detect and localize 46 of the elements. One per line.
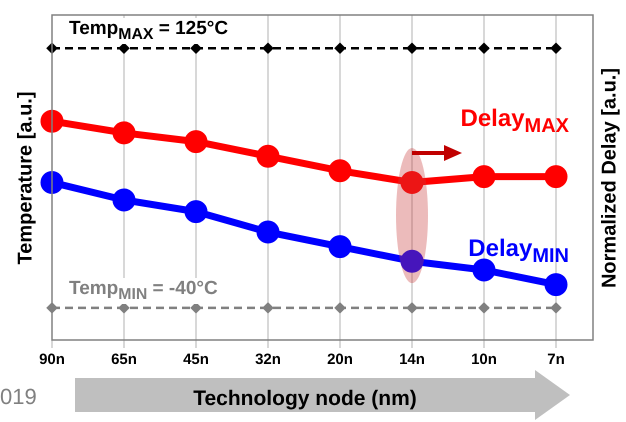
point	[112, 188, 136, 212]
point	[400, 250, 424, 273]
x-tick-label: 10n	[471, 351, 497, 368]
point	[256, 144, 280, 168]
point	[334, 302, 346, 314]
x-tick-label: 45n	[183, 351, 209, 368]
point	[40, 110, 64, 133]
x-tick-label: 7n	[547, 351, 565, 368]
series-label: Delay$_{MIN}$	[467, 234, 570, 268]
series-label: Temp$_{MAX}$ = 125°C	[67, 18, 230, 44]
x-tick-label: 20n	[327, 351, 353, 368]
point	[40, 170, 64, 194]
point	[184, 130, 208, 154]
y-axis-title: Temperature [a.u.]	[14, 91, 38, 264]
point	[256, 220, 280, 244]
point	[478, 43, 490, 54]
x-axis-title: Technology node (nm)	[192, 387, 418, 411]
point	[478, 302, 490, 314]
series-label: Delay$_{MAX}$	[460, 104, 570, 138]
point	[262, 43, 274, 54]
point	[550, 43, 562, 54]
x-tick-label: 65n	[111, 351, 137, 368]
point	[472, 165, 496, 188]
point	[550, 302, 562, 314]
x-tick-label: 32n	[255, 351, 281, 368]
point	[328, 235, 352, 258]
point	[334, 43, 346, 54]
point	[328, 159, 352, 182]
point	[184, 200, 208, 224]
text: 019	[0, 384, 37, 410]
point	[406, 43, 418, 54]
point	[400, 170, 424, 194]
point	[406, 302, 418, 314]
point	[544, 165, 568, 188]
series-label: Temp$_{MIN}$ = -40°C	[67, 278, 220, 304]
point	[112, 121, 136, 144]
point	[190, 302, 202, 314]
point	[46, 43, 58, 54]
x-tick-label: 90n	[39, 351, 65, 368]
y2-axis-title: Normalized Delay [a.u.]	[598, 67, 622, 288]
point	[544, 273, 568, 296]
point	[262, 302, 274, 314]
point	[190, 43, 202, 54]
point	[118, 43, 130, 54]
point	[118, 302, 130, 314]
x-tick-label: 14n	[399, 351, 425, 368]
